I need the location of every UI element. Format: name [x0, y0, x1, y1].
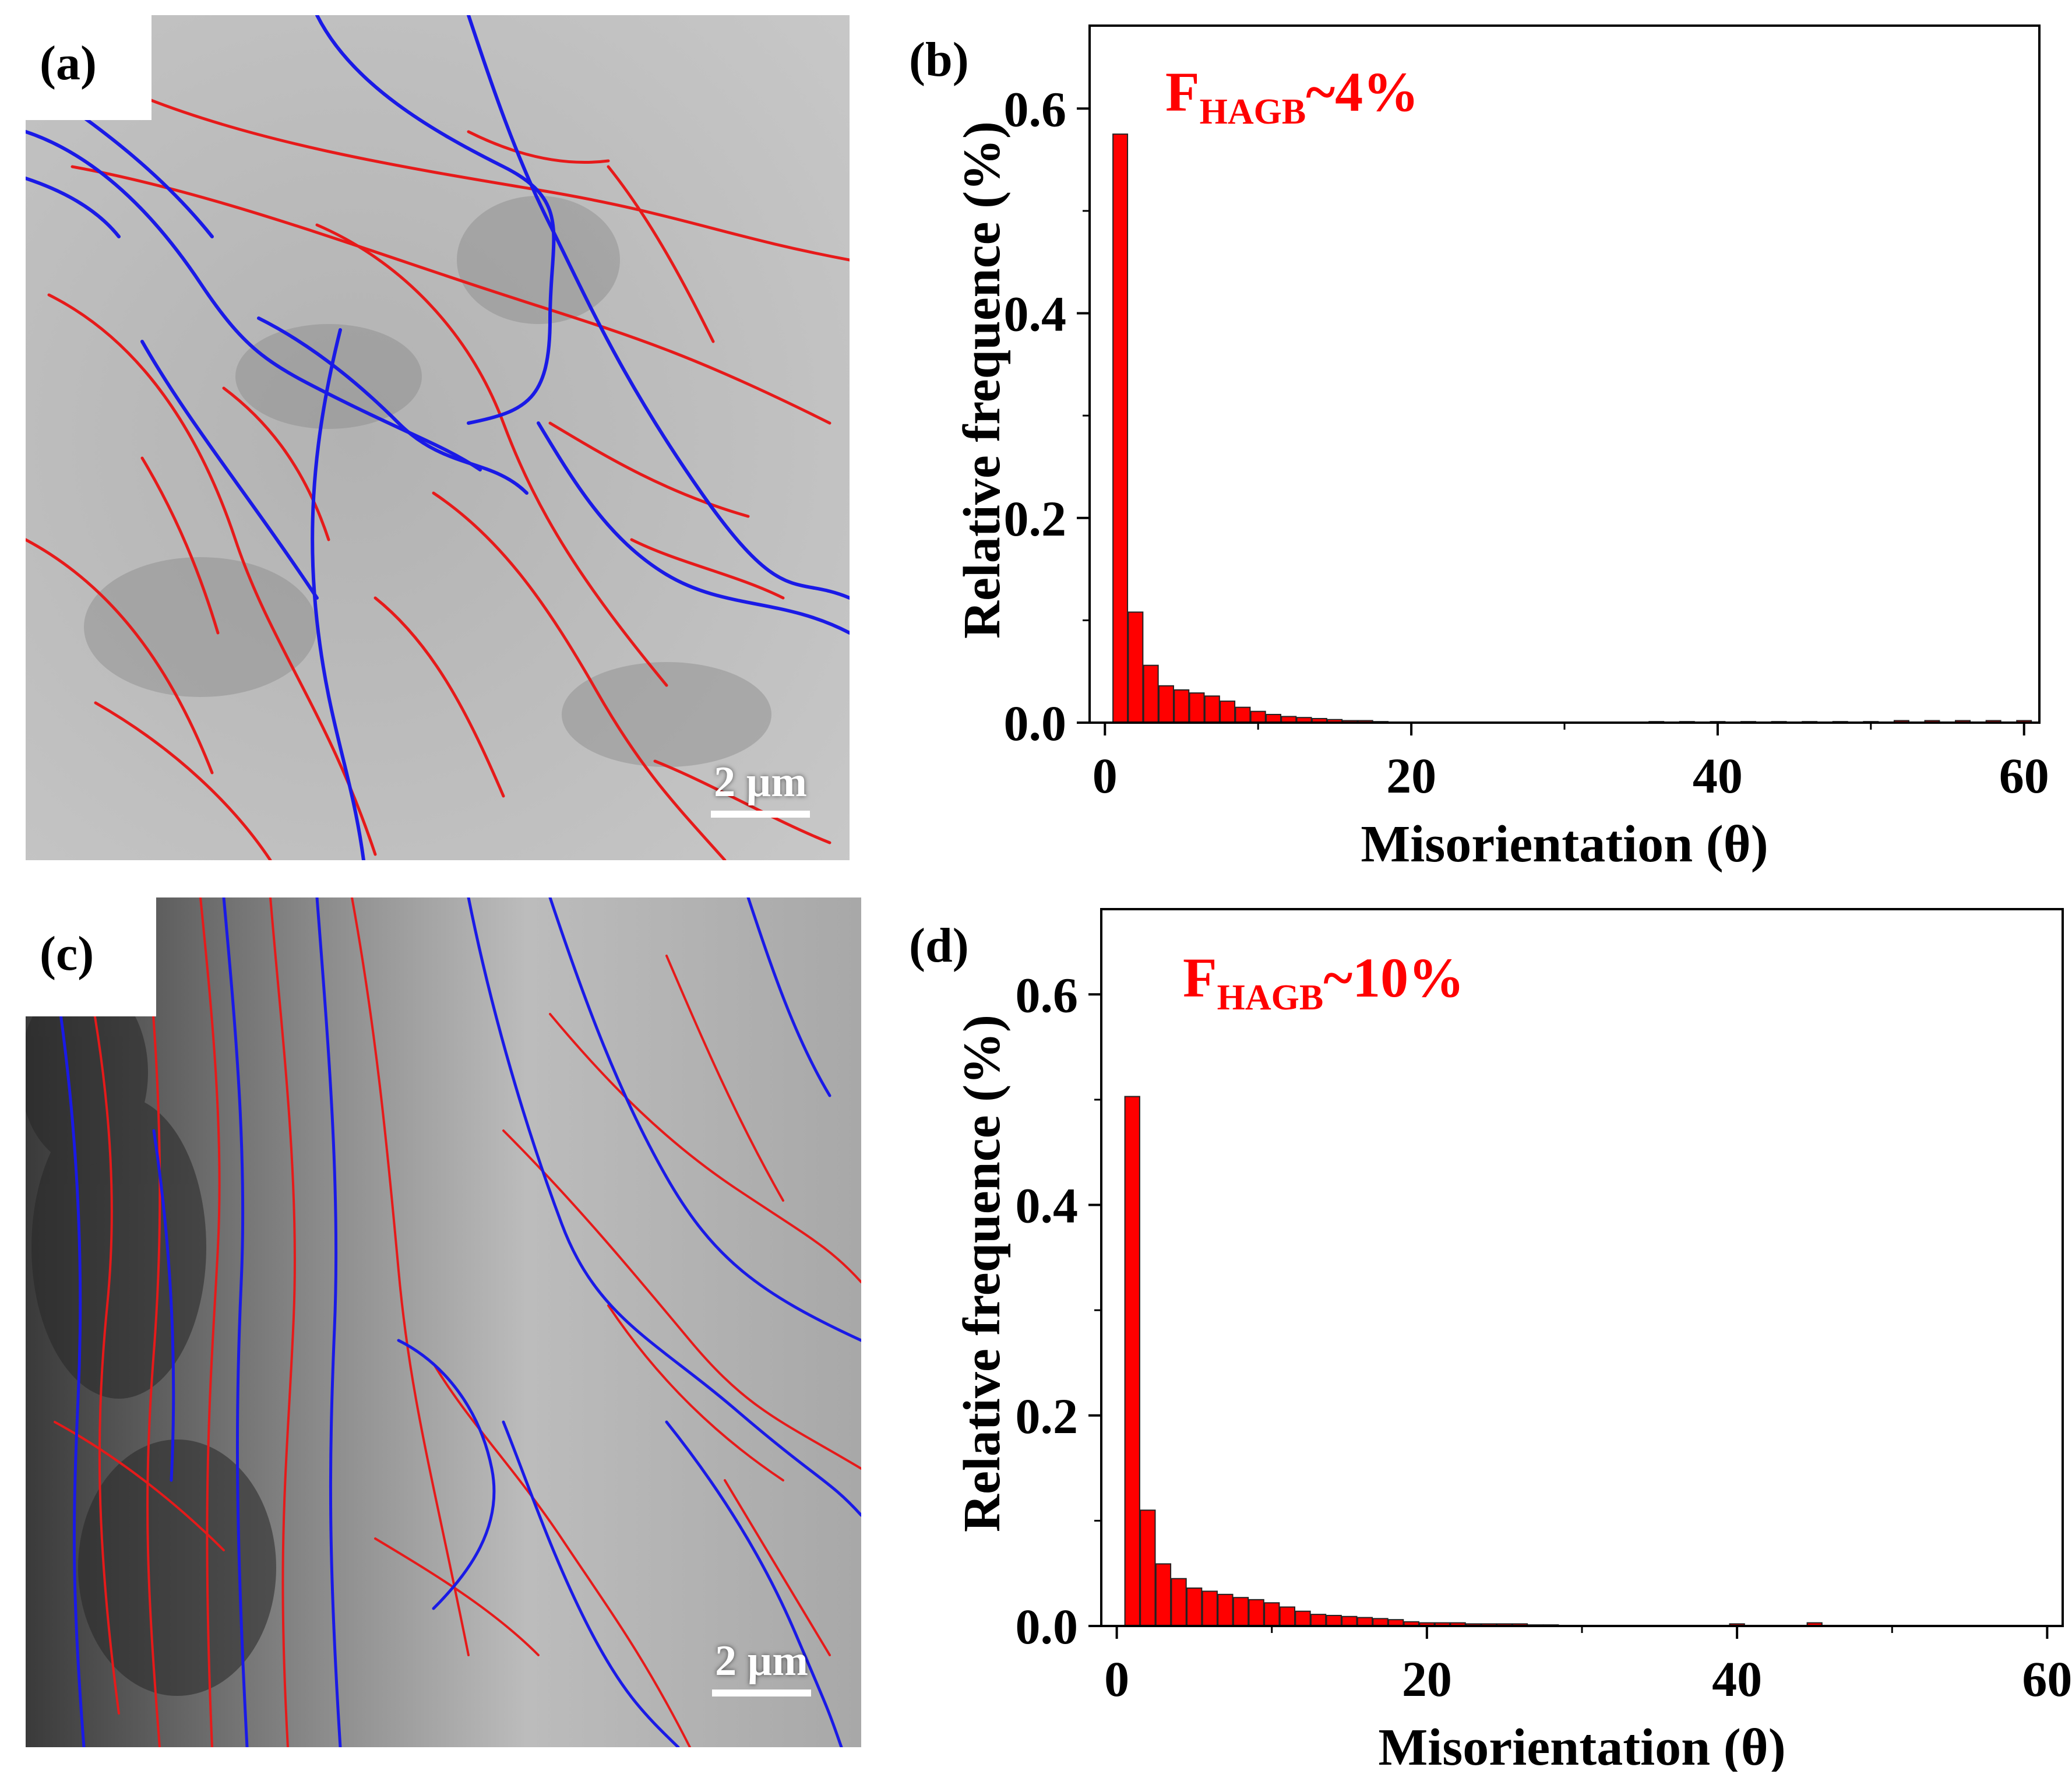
chart-svg: 0.0 0.2 0.4 0.6 0 20 40 60 Misorientation (θ) Rel…: [909, 908, 2072, 1772]
x-tick-label: 0: [1093, 748, 1118, 804]
bar: [1155, 1563, 1172, 1627]
x-tick-label: 20: [1386, 748, 1436, 804]
y-tick-label: 0.2: [1016, 1388, 1079, 1444]
x-tick-label: 20: [1402, 1651, 1452, 1707]
bar: [1158, 685, 1174, 724]
bar: [1295, 1610, 1311, 1627]
bar: [1232, 1597, 1249, 1627]
bar: [1174, 689, 1190, 723]
bar: [1326, 1614, 1342, 1627]
micrograph-background: [26, 15, 850, 860]
low-angle-boundaries: [54, 897, 861, 1747]
bar: [1250, 710, 1266, 724]
bar: [1124, 1096, 1140, 1627]
bar: [1143, 664, 1159, 723]
y-tick-label: 0.6: [1016, 967, 1079, 1023]
hagb-annotation: FHAGB~10%: [1183, 946, 1464, 1018]
panel-label: (b): [909, 33, 969, 87]
bar: [1171, 1578, 1187, 1627]
y-tick-label: 0.0: [1004, 695, 1067, 751]
bar: [1204, 695, 1220, 724]
bar: [1127, 611, 1144, 724]
bar: [1220, 701, 1236, 723]
micrograph-a: [26, 15, 850, 860]
bar: [1248, 1599, 1264, 1627]
annotation-tail: ~10%: [1323, 946, 1464, 1009]
x-axis-label: Misorientation (θ): [1361, 815, 1768, 873]
high-angle-boundaries: [59, 897, 861, 1747]
y-tick-label: 0.4: [1016, 1178, 1079, 1234]
x-tick-label: 60: [1999, 748, 2049, 804]
x-tick-label: 60: [2022, 1651, 2072, 1707]
scale-bar-a: 2 µm: [711, 758, 810, 818]
bar: [1186, 1587, 1203, 1627]
bar: [1201, 1590, 1218, 1627]
scale-bar-label: 2 µm: [715, 1637, 808, 1685]
panel-label: (d): [909, 918, 969, 973]
bars: [1112, 133, 2032, 724]
y-tick-label: 0.2: [1004, 491, 1067, 547]
scale-bar-line: [712, 1690, 811, 1696]
panel-label-c: (c): [26, 897, 156, 1016]
annotation-main: F: [1183, 946, 1217, 1009]
histogram-b: 0.0 0.2 0.4 0.6 0 20 40 60 Misorientation (θ) Rel…: [909, 0, 2072, 874]
low-angle-boundaries: [26, 95, 850, 860]
y-axis-label: Relative frequence (%): [953, 1015, 1011, 1532]
annotation-main: F: [1165, 61, 1200, 123]
bar: [1265, 713, 1281, 723]
bar: [1140, 1509, 1156, 1627]
annotation-tail: ~4%: [1306, 61, 1419, 123]
micrograph-c: [26, 897, 861, 1747]
high-angle-boundaries: [26, 15, 850, 860]
bar: [1341, 1615, 1358, 1627]
y-tick-label: 0.6: [1004, 81, 1067, 137]
bar: [1279, 1606, 1295, 1627]
chart-svg: 0.0 0.2 0.4 0.6 0 20 40 60 Misorientation (θ) Rel…: [909, 24, 2049, 873]
bars: [1124, 1096, 1823, 1627]
scale-bar-line: [711, 811, 810, 818]
y-axis-label: Relative frequence (%): [953, 121, 1011, 639]
annotation-subscript: HAGB: [1217, 978, 1324, 1018]
x-tick-label: 40: [1693, 748, 1743, 804]
bar: [1217, 1593, 1234, 1627]
bar: [1356, 1617, 1373, 1627]
bar: [1264, 1602, 1280, 1627]
annotation-subscript: HAGB: [1200, 92, 1306, 132]
x-axis-label: Misorientation (θ): [1378, 1719, 1785, 1772]
bar: [1310, 1614, 1327, 1627]
y-tick-label: 0.4: [1004, 286, 1067, 342]
bar: [1235, 706, 1251, 723]
scale-bar-c: 2 µm: [712, 1636, 811, 1696]
bar: [1189, 692, 1205, 723]
histogram-d: 0.0 0.2 0.4 0.6 0 20 40 60 Misorientation (θ) Rel…: [909, 897, 2072, 1772]
panel-label-a: (a): [26, 15, 151, 120]
scale-bar-label: 2 µm: [714, 758, 807, 806]
x-tick-label: 40: [1712, 1651, 1762, 1707]
bar: [1112, 133, 1129, 724]
y-tick-label: 0.0: [1016, 1599, 1079, 1655]
x-tick-label: 0: [1104, 1651, 1129, 1707]
hagb-annotation: FHAGB~4%: [1165, 61, 1419, 132]
